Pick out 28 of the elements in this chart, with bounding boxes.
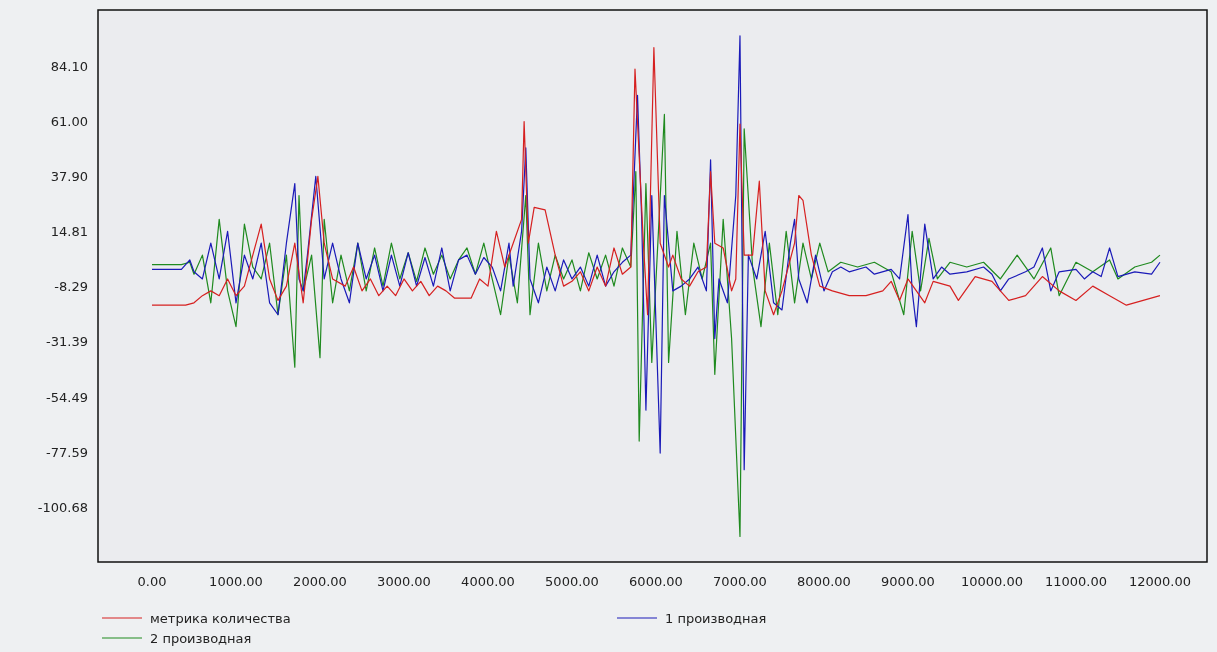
- x-tick-label: 7000.00: [713, 574, 767, 589]
- legend-label: 1 производная: [665, 610, 767, 626]
- x-tick-label: 6000.00: [629, 574, 683, 589]
- x-tick-label: 10000.00: [960, 574, 1023, 589]
- x-tick-label: 3000.00: [377, 574, 431, 589]
- legend-label: метрика количества: [150, 610, 291, 626]
- x-tick-label: 9000.00: [881, 574, 935, 589]
- legend-label: 2 производная: [150, 630, 252, 646]
- x-tick-label: 11000.00: [1044, 574, 1107, 589]
- line-series: [151, 35, 1161, 471]
- line-series: [151, 113, 1161, 538]
- x-tick-label: 12000.00: [1128, 574, 1191, 589]
- y-tick-label: 61.00: [50, 114, 88, 130]
- y-tick-label: -8.29: [54, 279, 88, 295]
- x-tick-label: 5000.00: [545, 574, 599, 589]
- x-tick-label: 1000.00: [209, 574, 263, 589]
- y-tick-label: -54.49: [46, 389, 88, 405]
- x-tick-label: 2000.00: [293, 574, 347, 589]
- x-tick-label: 0.00: [137, 574, 167, 589]
- y-tick-label: 37.90: [50, 169, 88, 185]
- x-tick-label: 8000.00: [797, 574, 851, 589]
- x-tick-label: 4000.00: [461, 574, 515, 589]
- y-tick-label: -77.59: [46, 444, 88, 460]
- y-tick-label: 84.10: [50, 59, 88, 75]
- line-series: [151, 47, 1161, 316]
- y-tick-label: -100.68: [37, 499, 88, 515]
- y-tick-label: -31.39: [46, 334, 88, 350]
- y-tick-label: 14.81: [50, 224, 88, 240]
